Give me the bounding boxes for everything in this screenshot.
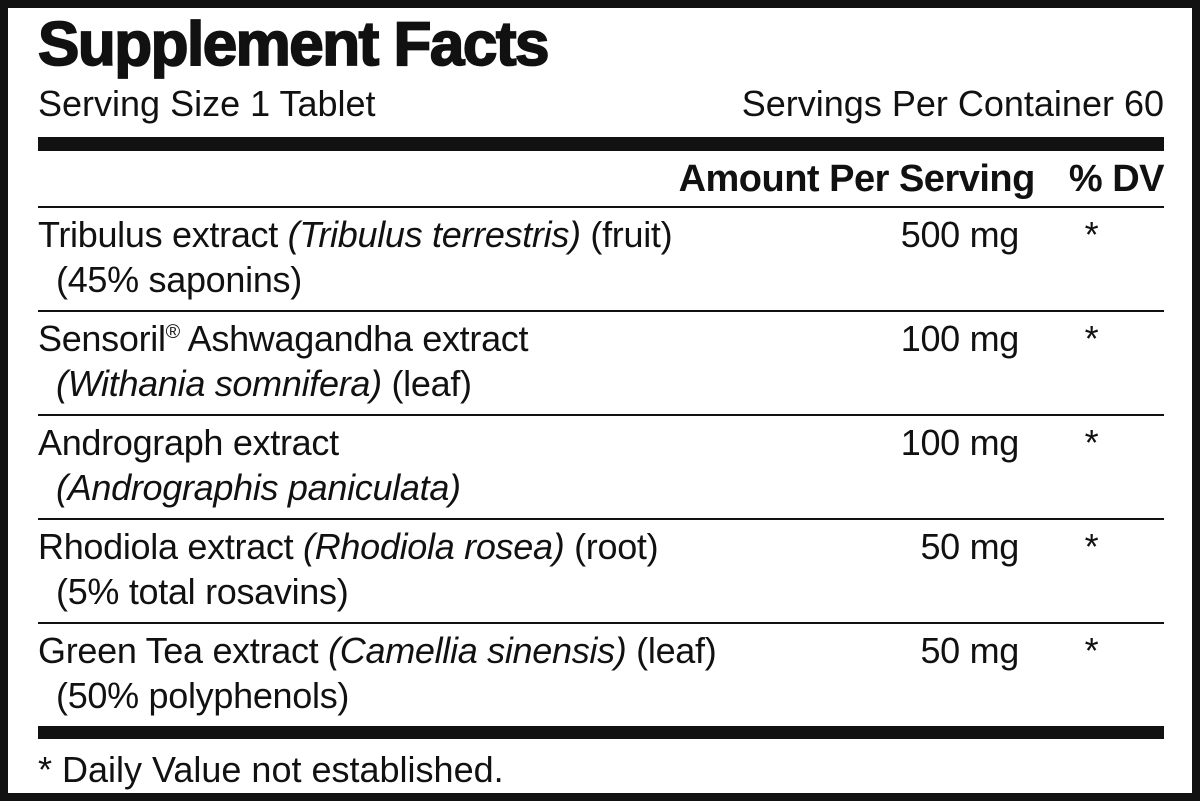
ingredient-name-line: Tribulus extract (Tribulus terrestris) (… xyxy=(38,214,673,256)
thick-divider xyxy=(38,137,1164,152)
ingredient-amount: 50 mg xyxy=(920,526,1019,568)
column-header-row: Amount Per Serving % DV xyxy=(38,151,1165,206)
ingredient-rows: Tribulus extract (Tribulus terrestris) (… xyxy=(38,206,1164,726)
ingredient-name-line: Rhodiola extract (Rhodiola rosea) (root) xyxy=(38,526,659,568)
ingredient-name-line: (Withania somnifera) (leaf) xyxy=(56,363,472,405)
ingredient-row: Tribulus extract (Tribulus terrestris) (… xyxy=(38,206,1164,310)
serving-info-row: Serving Size 1 Tablet Servings Per Conta… xyxy=(38,82,1164,125)
ingredient-amount: 500 mg xyxy=(900,214,1020,256)
ingredient-name: Andrograph extract (Andrographis panicula… xyxy=(38,420,854,510)
ingredient-name-line: Green Tea extract (Camellia sinensis) (l… xyxy=(38,630,717,672)
ingredient-name: Tribulus extract (Tribulus terrestris) (… xyxy=(38,212,854,302)
ingredient-name-line: (5% total rosavins) xyxy=(56,571,349,613)
ingredient-amount: 100 mg xyxy=(900,422,1020,464)
ingredient-row: Green Tea extract (Camellia sinensis) (l… xyxy=(38,622,1164,726)
ingredient-amount: 50 mg xyxy=(920,630,1019,672)
ingredient-name-line: (Andrographis paniculata) xyxy=(56,467,461,509)
ingredient-dv: * xyxy=(1084,318,1099,360)
ingredient-row: Andrograph extract (Andrographis panicula… xyxy=(38,414,1164,518)
serving-size-text: Serving Size 1 Tablet xyxy=(38,83,376,124)
ingredient-name-line: Sensoril® Ashwagandha extract xyxy=(38,318,529,360)
ingredient-name: Green Tea extract (Camellia sinensis) (l… xyxy=(38,628,854,718)
ingredient-name-line: (50% polyphenols) xyxy=(56,675,350,717)
percent-dv-header: % DV xyxy=(1068,158,1165,201)
ingredient-name-line: Andrograph extract xyxy=(38,422,339,464)
servings-per-container-text: Servings Per Container 60 xyxy=(741,83,1164,124)
ingredient-dv: * xyxy=(1084,422,1099,464)
ingredient-dv: * xyxy=(1084,214,1099,256)
ingredient-dv: * xyxy=(1084,630,1099,672)
amount-per-serving-header: Amount Per Serving xyxy=(678,158,1036,201)
panel-title: Supplement Facts xyxy=(37,10,550,79)
ingredient-amount: 100 mg xyxy=(900,318,1020,360)
ingredient-row: Rhodiola extract (Rhodiola rosea) (root)… xyxy=(38,518,1164,622)
ingredient-row: Sensoril® Ashwagandha extract (Withania s… xyxy=(38,310,1164,414)
ingredient-name: Rhodiola extract (Rhodiola rosea) (root)… xyxy=(38,524,854,614)
daily-value-footnote: * Daily Value not established. xyxy=(38,749,504,791)
ingredient-dv: * xyxy=(1084,526,1099,568)
ingredient-name-line: (45% saponins) xyxy=(56,259,302,301)
ingredient-name: Sensoril® Ashwagandha extract (Withania s… xyxy=(38,316,854,406)
footnote-divider xyxy=(38,726,1164,740)
